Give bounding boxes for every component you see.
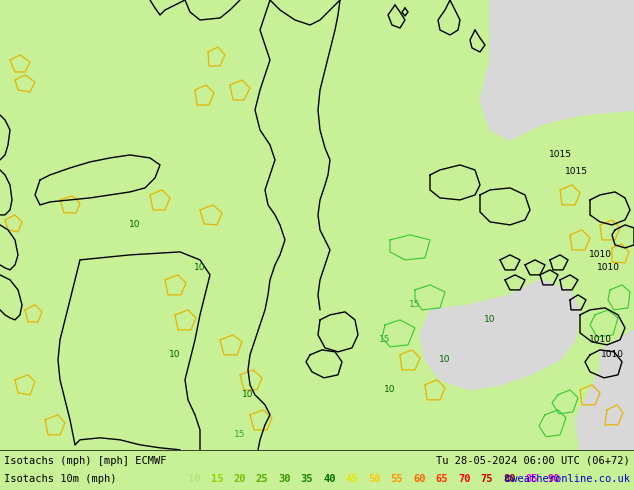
Text: 60: 60: [413, 474, 425, 484]
Polygon shape: [420, 280, 580, 390]
Text: 1010: 1010: [597, 264, 619, 272]
Text: 10: 10: [484, 316, 496, 324]
Text: Isotachs (mph) [mph] ECMWF: Isotachs (mph) [mph] ECMWF: [4, 456, 167, 466]
Text: 75: 75: [481, 474, 493, 484]
Text: 50: 50: [368, 474, 380, 484]
Text: 65: 65: [436, 474, 448, 484]
Text: 40: 40: [323, 474, 335, 484]
Text: 35: 35: [301, 474, 313, 484]
Polygon shape: [480, 0, 634, 140]
Text: 10: 10: [194, 264, 206, 272]
Text: 70: 70: [458, 474, 470, 484]
Text: 10: 10: [439, 355, 451, 365]
Text: 1015: 1015: [564, 168, 588, 176]
Text: 15: 15: [379, 335, 391, 344]
Text: 15: 15: [410, 300, 421, 309]
Text: 15: 15: [234, 430, 246, 440]
Text: Tu 28-05-2024 06:00 UTC (06+72): Tu 28-05-2024 06:00 UTC (06+72): [436, 456, 630, 466]
Text: 10: 10: [169, 350, 181, 359]
Text: 85: 85: [526, 474, 538, 484]
Text: 1010: 1010: [588, 250, 612, 259]
Text: 30: 30: [278, 474, 290, 484]
Text: 55: 55: [391, 474, 403, 484]
Text: 10: 10: [384, 385, 396, 394]
Text: 20: 20: [233, 474, 245, 484]
Text: ©weatheronline.co.uk: ©weatheronline.co.uk: [505, 474, 630, 484]
Text: 1010: 1010: [600, 350, 623, 359]
Text: 45: 45: [346, 474, 358, 484]
Text: 15: 15: [210, 474, 223, 484]
Text: 90: 90: [548, 474, 560, 484]
Polygon shape: [575, 330, 634, 450]
Text: Isotachs 10m (mph): Isotachs 10m (mph): [4, 474, 117, 484]
Text: 25: 25: [256, 474, 268, 484]
Text: 10: 10: [188, 474, 200, 484]
Text: 10: 10: [242, 391, 254, 399]
Text: 1010: 1010: [588, 335, 612, 344]
Text: 80: 80: [503, 474, 515, 484]
Text: 10: 10: [129, 220, 141, 229]
Text: 1015: 1015: [548, 150, 571, 159]
